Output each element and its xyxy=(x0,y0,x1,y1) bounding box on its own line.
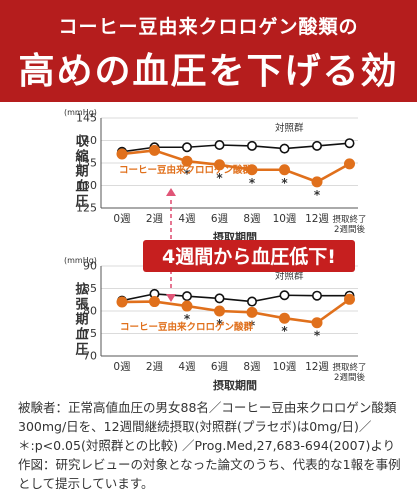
x-tick-label: 摂取終了 2週間後 xyxy=(332,214,366,235)
header-banner: コーヒー豆由来クロロゲン酸類の 高めの血圧を下げる効果 xyxy=(0,0,417,144)
x-tick-label: 12週 xyxy=(305,361,329,373)
x-tick-label: 摂取終了 2週間後 xyxy=(332,362,366,383)
y-tick-label: 135 xyxy=(76,157,97,170)
y-tick-label: 130 xyxy=(76,179,97,192)
footnote-line: 作図：研究レビューの対象となった論文のうち、代表的な1報を事例 xyxy=(18,457,401,472)
y-axis-label: 収縮期血圧 xyxy=(73,134,89,209)
callout-box xyxy=(143,240,355,272)
treatment-data-point xyxy=(279,312,290,324)
control-data-point xyxy=(344,138,355,149)
significance-marker: * xyxy=(184,312,191,326)
treatment-data-point xyxy=(246,164,258,176)
y-tick-label: 70 xyxy=(83,350,97,363)
significance-marker: * xyxy=(281,176,288,190)
x-tick-label: 8週 xyxy=(243,213,261,225)
y-tick-label: 75 xyxy=(83,327,97,340)
x-tick-label: 12週 xyxy=(305,213,329,225)
control-data-point xyxy=(247,296,258,307)
arrow-head-up xyxy=(166,188,176,196)
treatment-data-point xyxy=(311,176,323,188)
control-data-point xyxy=(279,290,290,301)
x-tick-label: 4週 xyxy=(178,361,196,373)
control-data-point xyxy=(182,291,193,302)
treatment-data-point xyxy=(116,148,128,160)
treatment-data-point xyxy=(181,155,193,167)
footnote-line: 被験者：正常高値血圧の男女88名／コーヒー豆由来クロロゲン酸類 xyxy=(18,400,397,415)
y-tick-label: 85 xyxy=(83,282,97,295)
header-title: 高めの血圧を下げる効果 xyxy=(18,50,399,144)
x-tick-label: 2週 xyxy=(146,361,164,373)
unit-label: (mmHg) xyxy=(64,108,97,117)
control-data-point xyxy=(311,140,322,151)
control-series-line xyxy=(121,142,350,153)
significance-marker: * xyxy=(249,318,256,332)
x-tick-label: 10週 xyxy=(273,361,297,373)
significance-marker: * xyxy=(281,324,288,338)
x-tick-label: 0週 xyxy=(113,213,131,225)
y-axis-label: 拡張期血圧 xyxy=(73,281,89,357)
treatment-data-point xyxy=(149,144,160,156)
control-data-point xyxy=(279,143,290,154)
treatment-data-point xyxy=(344,293,355,305)
footnote-line: 300mg/日を、12週間継続摂取(対照群(プラセボ)は0mg/日)／ xyxy=(18,419,372,434)
treatment-data-point xyxy=(181,300,193,312)
control-data-point xyxy=(214,140,225,151)
significance-marker: * xyxy=(249,176,256,190)
significance-marker: * xyxy=(314,329,321,343)
control-data-point xyxy=(311,290,322,301)
treatment-data-point xyxy=(344,158,355,170)
significance-marker: * xyxy=(314,188,321,202)
legend-control-label: 対照群 xyxy=(275,122,304,134)
x-axis-label: 摂取期間 xyxy=(213,378,257,392)
treatment-data-point xyxy=(116,296,128,308)
x-tick-label: 6週 xyxy=(211,213,229,225)
x-tick-label: 6週 xyxy=(211,361,229,373)
footnote-line: ＊:p<0.05(対照群との比較) ／Prog.Med,27,683-694(2… xyxy=(18,438,396,453)
legend-treatment-label: コーヒー豆由来クロロゲン酸群 xyxy=(120,321,254,333)
significance-marker: * xyxy=(216,317,223,331)
control-data-point xyxy=(247,140,258,151)
treatment-data-point xyxy=(214,305,225,317)
treatment-data-point xyxy=(311,317,323,329)
y-tick-label: 125 xyxy=(76,202,97,215)
legend-treatment-label: コーヒー豆由来クロロゲン酸群 xyxy=(119,164,253,176)
x-tick-label: 10週 xyxy=(273,213,297,225)
treatment-data-point xyxy=(149,296,160,308)
x-tick-label: 2週 xyxy=(146,213,164,225)
y-tick-label: 140 xyxy=(76,134,97,147)
treatment-data-point xyxy=(214,159,225,171)
treatment-data-point xyxy=(246,306,258,318)
legend-control-label: 対照群 xyxy=(275,270,304,282)
y-tick-label: 90 xyxy=(83,260,97,273)
x-tick-label: 8週 xyxy=(243,361,261,373)
x-tick-label: 4週 xyxy=(178,213,196,225)
x-tick-label: 0週 xyxy=(113,361,131,373)
header-subtitle: コーヒー豆由来クロロゲン酸類の xyxy=(58,16,359,38)
footnote-line: として提示しています。 xyxy=(18,476,154,491)
control-data-point xyxy=(214,293,225,304)
y-tick-label: 145 xyxy=(76,112,97,125)
arrow-head-down xyxy=(166,294,176,302)
control-data-point xyxy=(182,142,193,153)
significance-marker: * xyxy=(216,171,223,185)
footnote: 被験者：正常高値血圧の男女88名／コーヒー豆由来クロロゲン酸類 300mg/日を… xyxy=(18,398,410,493)
significance-marker: * xyxy=(184,167,191,181)
y-tick-label: 80 xyxy=(83,305,97,318)
treatment-series-line xyxy=(121,149,351,184)
unit-label: (mmHg) xyxy=(64,256,97,265)
callout-text: 4週間から血圧低下! xyxy=(162,245,336,268)
control-series-line xyxy=(121,293,350,303)
treatment-data-point xyxy=(279,164,290,176)
